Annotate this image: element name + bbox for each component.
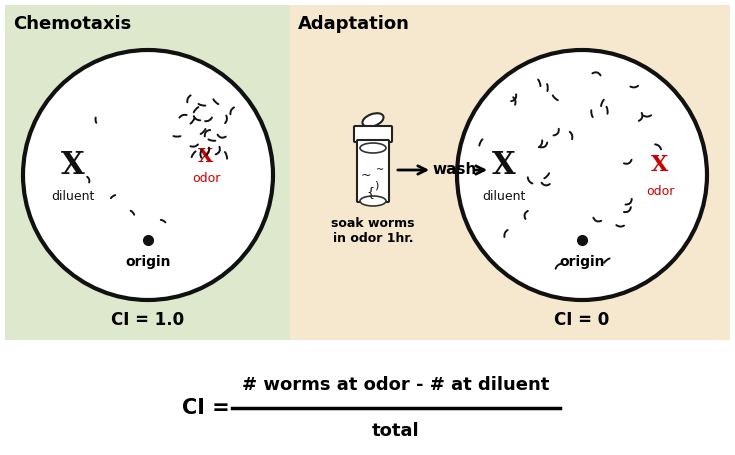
Text: ~: ~	[361, 168, 371, 182]
FancyBboxPatch shape	[357, 140, 389, 202]
Text: Adaptation: Adaptation	[298, 15, 410, 33]
FancyBboxPatch shape	[354, 126, 392, 142]
Bar	[290, 5, 730, 340]
Text: total: total	[372, 422, 420, 440]
Circle shape	[23, 50, 273, 300]
Text: ): )	[374, 180, 379, 190]
Text: origin: origin	[125, 255, 171, 269]
Circle shape	[457, 50, 707, 300]
Text: odor: odor	[192, 172, 220, 185]
Text: diluent: diluent	[482, 190, 526, 203]
Ellipse shape	[362, 113, 384, 127]
Text: diluent: diluent	[51, 190, 95, 203]
Text: CI = 0: CI = 0	[554, 311, 609, 329]
Text: X: X	[198, 148, 214, 166]
Text: ~: ~	[376, 165, 384, 175]
Text: {: {	[366, 187, 374, 199]
Text: X: X	[651, 154, 669, 176]
Text: X: X	[61, 150, 85, 181]
Ellipse shape	[360, 143, 386, 153]
Text: wash: wash	[433, 162, 477, 177]
Text: X: X	[492, 150, 516, 181]
Bar	[5, 5, 290, 340]
Ellipse shape	[360, 196, 386, 206]
Text: odor: odor	[646, 185, 674, 198]
Text: Chemotaxis: Chemotaxis	[13, 15, 132, 33]
Text: CI =: CI =	[182, 398, 230, 418]
Text: soak worms
in odor 1hr.: soak worms in odor 1hr.	[331, 217, 415, 245]
Text: origin: origin	[559, 255, 605, 269]
Text: # worms at odor - # at diluent: # worms at odor - # at diluent	[243, 376, 550, 394]
Text: CI = 1.0: CI = 1.0	[112, 311, 184, 329]
